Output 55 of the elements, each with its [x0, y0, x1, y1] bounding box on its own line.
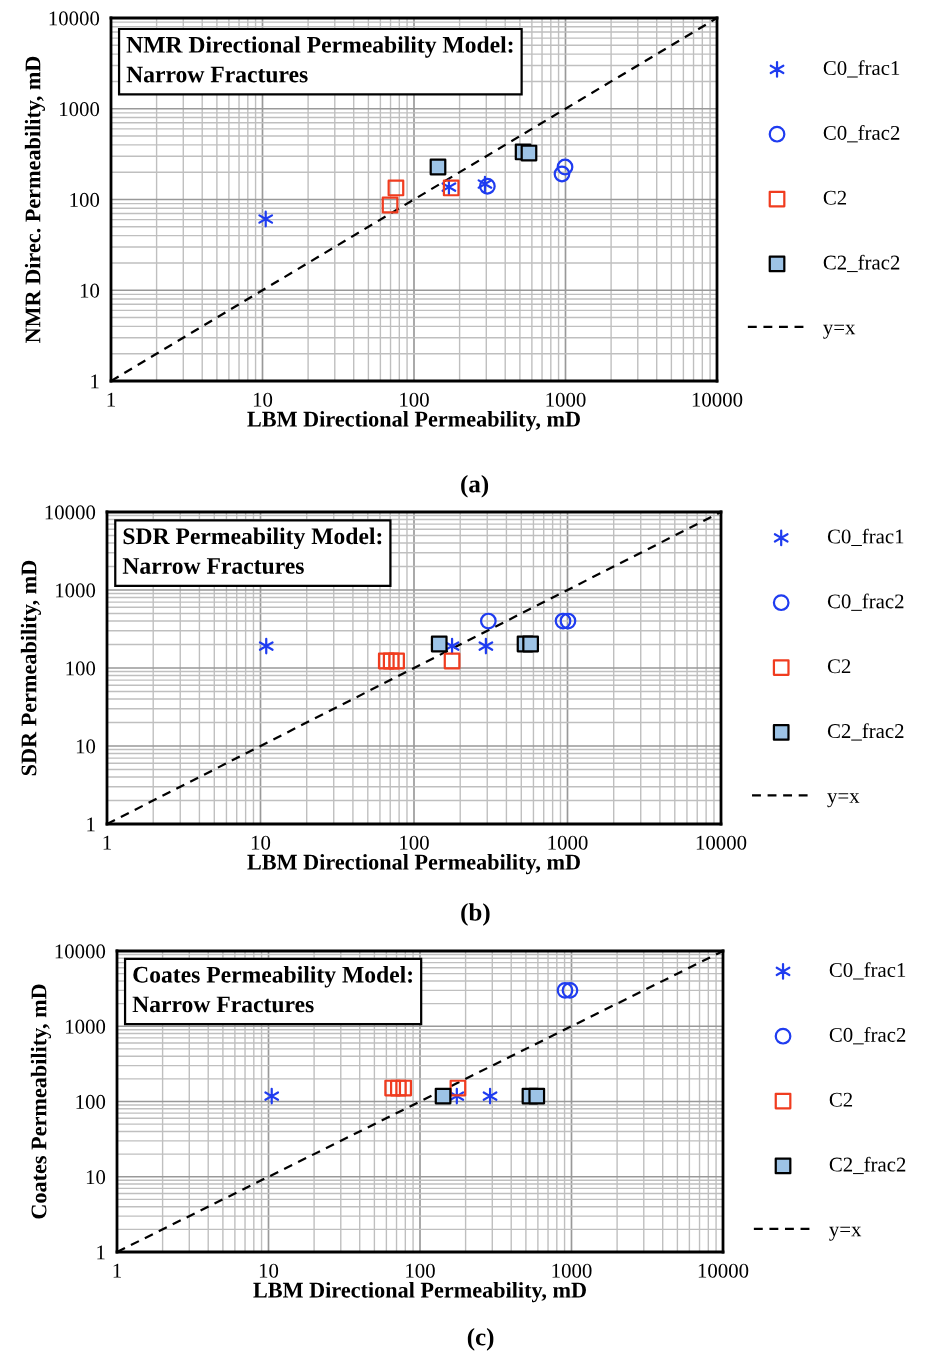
y-axis-title: SDR Permeability, mD [20, 560, 42, 776]
y-tick-label: 10 [76, 739, 96, 754]
y-tick-label: 1000 [66, 1019, 106, 1034]
x-axis-title: LBM Directional Permeability, mD [253, 1282, 586, 1303]
legend-label: C2 [823, 190, 847, 205]
y-tick-label: 10000 [49, 11, 100, 26]
x-axis-title: LBM Directional Permeability, mD [247, 854, 580, 875]
x-tick-label: 100 [400, 392, 429, 407]
y-axis-title: Coates Permeability, mD [30, 984, 52, 1219]
x-tick-label: 1000 [546, 392, 586, 407]
legend-label: C0_frac2 [827, 593, 904, 611]
legend-label: C2_frac2 [827, 723, 904, 741]
legend-label: C2_frac2 [829, 1156, 906, 1175]
y-tick-label: 1 [97, 1245, 105, 1260]
y-axis-title: NMR Direc. Permeability, mD [24, 56, 46, 343]
x-tick-label: 10000 [698, 1263, 749, 1278]
text: (b) [461, 903, 490, 926]
legend-label: C0_frac1 [829, 962, 906, 980]
legend-label: C2 [827, 659, 851, 674]
legend-label: C0_frac1 [823, 60, 900, 78]
y-tick-label: 10000 [45, 505, 96, 520]
y-tick-label: 10 [86, 1170, 106, 1185]
x-tick-label: 100 [406, 1263, 435, 1278]
x-tick-label: 100 [400, 835, 429, 850]
legend-label: C2 [829, 1092, 853, 1107]
text: (c) [467, 1327, 494, 1351]
y-tick-label: 1 [91, 374, 99, 389]
legend-label: C0_frac2 [823, 125, 900, 143]
y-tick-label: 1000 [60, 102, 100, 117]
legend-label: C0_frac1 [827, 528, 904, 547]
legend-label: y=x [829, 1226, 862, 1241]
y-tick-label: 100 [66, 661, 96, 676]
legend-label: C2_frac2 [823, 254, 900, 273]
x-tick-label: 10 [253, 392, 273, 407]
x-tick-label: 1 [113, 1263, 121, 1278]
text: NMR Directional Permeability Model: Narrow Fractures [126, 36, 513, 83]
legend-label: C0_frac2 [829, 1027, 906, 1045]
x-tick-label: 10 [251, 835, 271, 850]
y-tick-label: 1 [87, 817, 95, 832]
y-tick-label: 1000 [56, 583, 96, 598]
x-axis-title: LBM Directional Permeability, mD [247, 411, 580, 432]
y-tick-label: 10000 [55, 944, 106, 959]
legend-label: y=x [827, 793, 860, 808]
y-tick-label: 100 [70, 192, 100, 207]
x-tick-label: 1000 [552, 1263, 592, 1278]
text: (a) [461, 474, 489, 498]
y-tick-label: 10 [80, 283, 100, 298]
x-tick-label: 1000 [548, 835, 588, 850]
legend-label: y=x [823, 324, 856, 339]
x-tick-label: 10000 [696, 835, 747, 850]
text: SDR Permeability Model: Narrow Fractures [122, 527, 382, 574]
x-tick-label: 10000 [692, 392, 743, 407]
text: Coates Permeability Model: Narrow Fractures [132, 966, 412, 1013]
x-tick-label: 10 [259, 1263, 279, 1278]
y-tick-label: 100 [76, 1094, 106, 1109]
